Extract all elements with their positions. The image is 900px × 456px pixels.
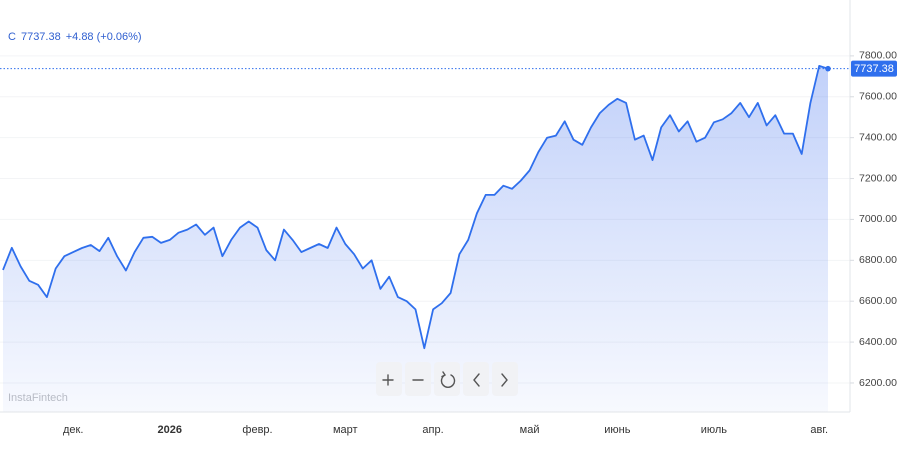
symbol: C [8, 31, 16, 43]
price: 7737.38 [21, 31, 61, 43]
last-point [825, 65, 831, 72]
last-price-label: 7737.38 [854, 63, 894, 75]
y-tick-label: 7800.00 [859, 50, 897, 62]
x-tick-label: авг. [810, 424, 828, 436]
last-price-badge [851, 60, 897, 77]
x-tick-label: апр. [422, 424, 443, 436]
zoom-out-button[interactable] [405, 362, 431, 396]
y-tick-label: 7600.00 [859, 91, 897, 103]
y-tick-label: 6200.00 [859, 377, 897, 389]
scroll-left-icon [473, 373, 480, 387]
watermark: InstaFintech [8, 392, 68, 404]
change: +4.88 (+0.06%) [66, 31, 142, 43]
scroll-right-button[interactable] [492, 362, 518, 396]
x-tick-label: март [333, 424, 358, 436]
x-tick-label: февр. [242, 424, 272, 436]
reset-icon [440, 371, 456, 388]
y-tick-label: 6400.00 [859, 336, 897, 348]
scroll-left-button[interactable] [463, 362, 489, 396]
y-tick-label: 7000.00 [859, 213, 897, 225]
plot [0, 65, 850, 413]
zoom-in-icon [382, 374, 394, 386]
axes: 6200.00 6400.00 6600.00 6800.00 7000.00 7200.… [63, 50, 897, 436]
x-tick-label: дек. [63, 424, 83, 436]
quote-header: C 7737.38 +4.88 (+0.06%) [8, 31, 142, 43]
x-tick-label: июнь [604, 424, 630, 436]
zoom-in-button[interactable] [376, 362, 402, 396]
y-tick-label: 6600.00 [859, 295, 897, 307]
x-tick-label: май [520, 424, 540, 436]
y-tick-label: 7200.00 [859, 172, 897, 184]
price-line [2, 65, 829, 350]
reset-button[interactable] [434, 362, 460, 396]
y-tick-label: 7400.00 [859, 131, 897, 143]
area-fill [3, 65, 828, 413]
toolbar [376, 362, 518, 396]
y-tick-label: 6800.00 [859, 254, 897, 266]
scroll-right-icon [501, 373, 508, 387]
x-tick-label: 2026 [158, 424, 182, 436]
x-tick-label: июль [701, 424, 728, 436]
